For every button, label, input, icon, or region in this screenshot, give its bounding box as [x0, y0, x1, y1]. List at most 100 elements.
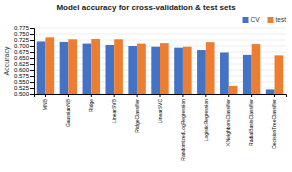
bar — [275, 55, 284, 94]
y-tick: 0.500 — [14, 91, 34, 97]
y-tick-label: 0.775 — [14, 25, 30, 31]
y-tick-mark — [30, 88, 34, 89]
grid — [34, 28, 286, 94]
y-tick-mark — [30, 70, 34, 71]
legend-label: CV — [250, 16, 260, 23]
bar — [68, 39, 77, 94]
bar — [229, 86, 238, 94]
bar-series — [45, 37, 283, 94]
x-tick-mark — [114, 94, 115, 97]
y-tick: 0.600 — [14, 67, 34, 73]
bar — [151, 47, 160, 94]
x-tick-mark — [45, 94, 46, 97]
bar — [60, 42, 69, 94]
x-tick-mark — [228, 94, 229, 97]
y-tick-label: 0.500 — [14, 91, 30, 97]
x-tick: RidgeClassifier — [134, 94, 140, 133]
y-tick-label: 0.725 — [14, 37, 30, 43]
y-tick: 0.575 — [14, 73, 34, 79]
y-tick-mark — [30, 82, 34, 83]
x-axis: MNB GaussianNB Ridge LinearSVB RidgeClassifi… — [35, 94, 287, 161]
y-tick: 0.775 — [14, 25, 34, 31]
y-tick: 0.625 — [14, 61, 34, 67]
x-tick-label: GaussianNB — [65, 98, 71, 127]
y-tick-mark — [30, 76, 34, 77]
y-tick-mark — [30, 52, 34, 53]
legend-label: test — [276, 16, 287, 23]
x-tick-mark — [160, 94, 161, 97]
y-tick-mark — [30, 40, 34, 41]
bar — [114, 39, 123, 94]
x-tick-label: KNeighborsClassifier — [225, 99, 231, 146]
x-tick: Ridge — [88, 94, 94, 112]
y-tick: 0.650 — [14, 55, 34, 61]
bar — [174, 48, 183, 94]
bar — [197, 50, 206, 94]
y-tick-label: 0.600 — [14, 67, 30, 73]
x-tick-label: LogisticRegression — [203, 99, 209, 141]
y-tick-label: 0.550 — [14, 79, 30, 85]
x-tick: DecisionTreeClassifier — [271, 94, 277, 149]
x-tick: LinearSVC — [157, 94, 163, 123]
y-tick-mark — [30, 46, 34, 47]
x-tick-mark — [91, 94, 92, 97]
x-tick-label: RandomizedLogRegression — [180, 99, 186, 161]
x-tick: GaussianNB — [65, 94, 71, 127]
x-tick: LogisticRegression — [203, 94, 209, 141]
plot: 0.5000.5250.5500.5750.6000.6250.6500.675… — [14, 25, 287, 160]
x-axis-line — [35, 95, 287, 98]
x-tick: RadialBasisClassifier — [248, 94, 254, 146]
bar — [83, 44, 92, 94]
y-tick: 0.675 — [14, 49, 34, 55]
x-tick-mark — [68, 94, 69, 97]
x-tick-label: MNB — [42, 98, 48, 110]
x-tick-mark — [205, 94, 206, 97]
bar — [183, 47, 192, 94]
y-tick: 0.750 — [14, 31, 34, 37]
y-tick-mark — [30, 58, 34, 59]
x-tick: MNB — [42, 94, 48, 110]
y-tick-mark — [30, 34, 34, 35]
bar — [37, 41, 46, 94]
y-tick-label: 0.750 — [14, 31, 30, 37]
x-tick-mark — [182, 94, 183, 97]
y-tick: 0.525 — [14, 85, 34, 91]
bar — [252, 44, 261, 94]
x-tick-label: LinearSVB — [111, 98, 117, 123]
legend-item: test — [268, 16, 287, 23]
y-tick-label: 0.700 — [14, 43, 30, 49]
bar — [220, 52, 229, 94]
y-tick-label: 0.625 — [14, 61, 30, 67]
y-tick: 0.700 — [14, 43, 34, 49]
legend-swatch — [268, 17, 274, 23]
y-tick-label: 0.525 — [14, 85, 30, 91]
y-tick-label: 0.650 — [14, 55, 30, 61]
y-tick-mark — [30, 94, 34, 95]
y-tick: 0.725 — [14, 37, 34, 43]
bar — [91, 39, 100, 94]
y-tick-mark — [30, 28, 34, 29]
x-tick: LinearSVB — [111, 94, 117, 123]
bar — [243, 55, 252, 94]
grid-line — [34, 34, 286, 35]
x-tick: RandomizedLogRegression — [180, 94, 186, 161]
x-tick: KNeighborsClassifier — [225, 94, 231, 146]
grid-line — [34, 28, 286, 29]
legend: CV test — [242, 16, 286, 23]
bar — [128, 46, 137, 94]
y-tick-label: 0.575 — [14, 73, 30, 79]
bar — [160, 43, 169, 94]
bar — [266, 89, 275, 94]
y-tick-label: 0.675 — [14, 49, 30, 55]
x-tick-label: RadialBasisClassifier — [248, 99, 254, 146]
x-tick-mark — [137, 94, 138, 97]
y-axis-line — [30, 29, 35, 95]
title: Model accuracy for cross-validation & te… — [56, 3, 236, 12]
y-axis-title: Accuracy — [3, 46, 11, 75]
y-tick-mark — [30, 64, 34, 65]
bar — [105, 45, 114, 94]
x-tick-label: LinearSVC — [157, 99, 163, 124]
x-tick-label: RidgeClassifier — [134, 99, 140, 133]
bars — [37, 37, 284, 94]
y-axis: 0.5000.5250.5500.5750.6000.6250.6500.675… — [14, 25, 35, 97]
